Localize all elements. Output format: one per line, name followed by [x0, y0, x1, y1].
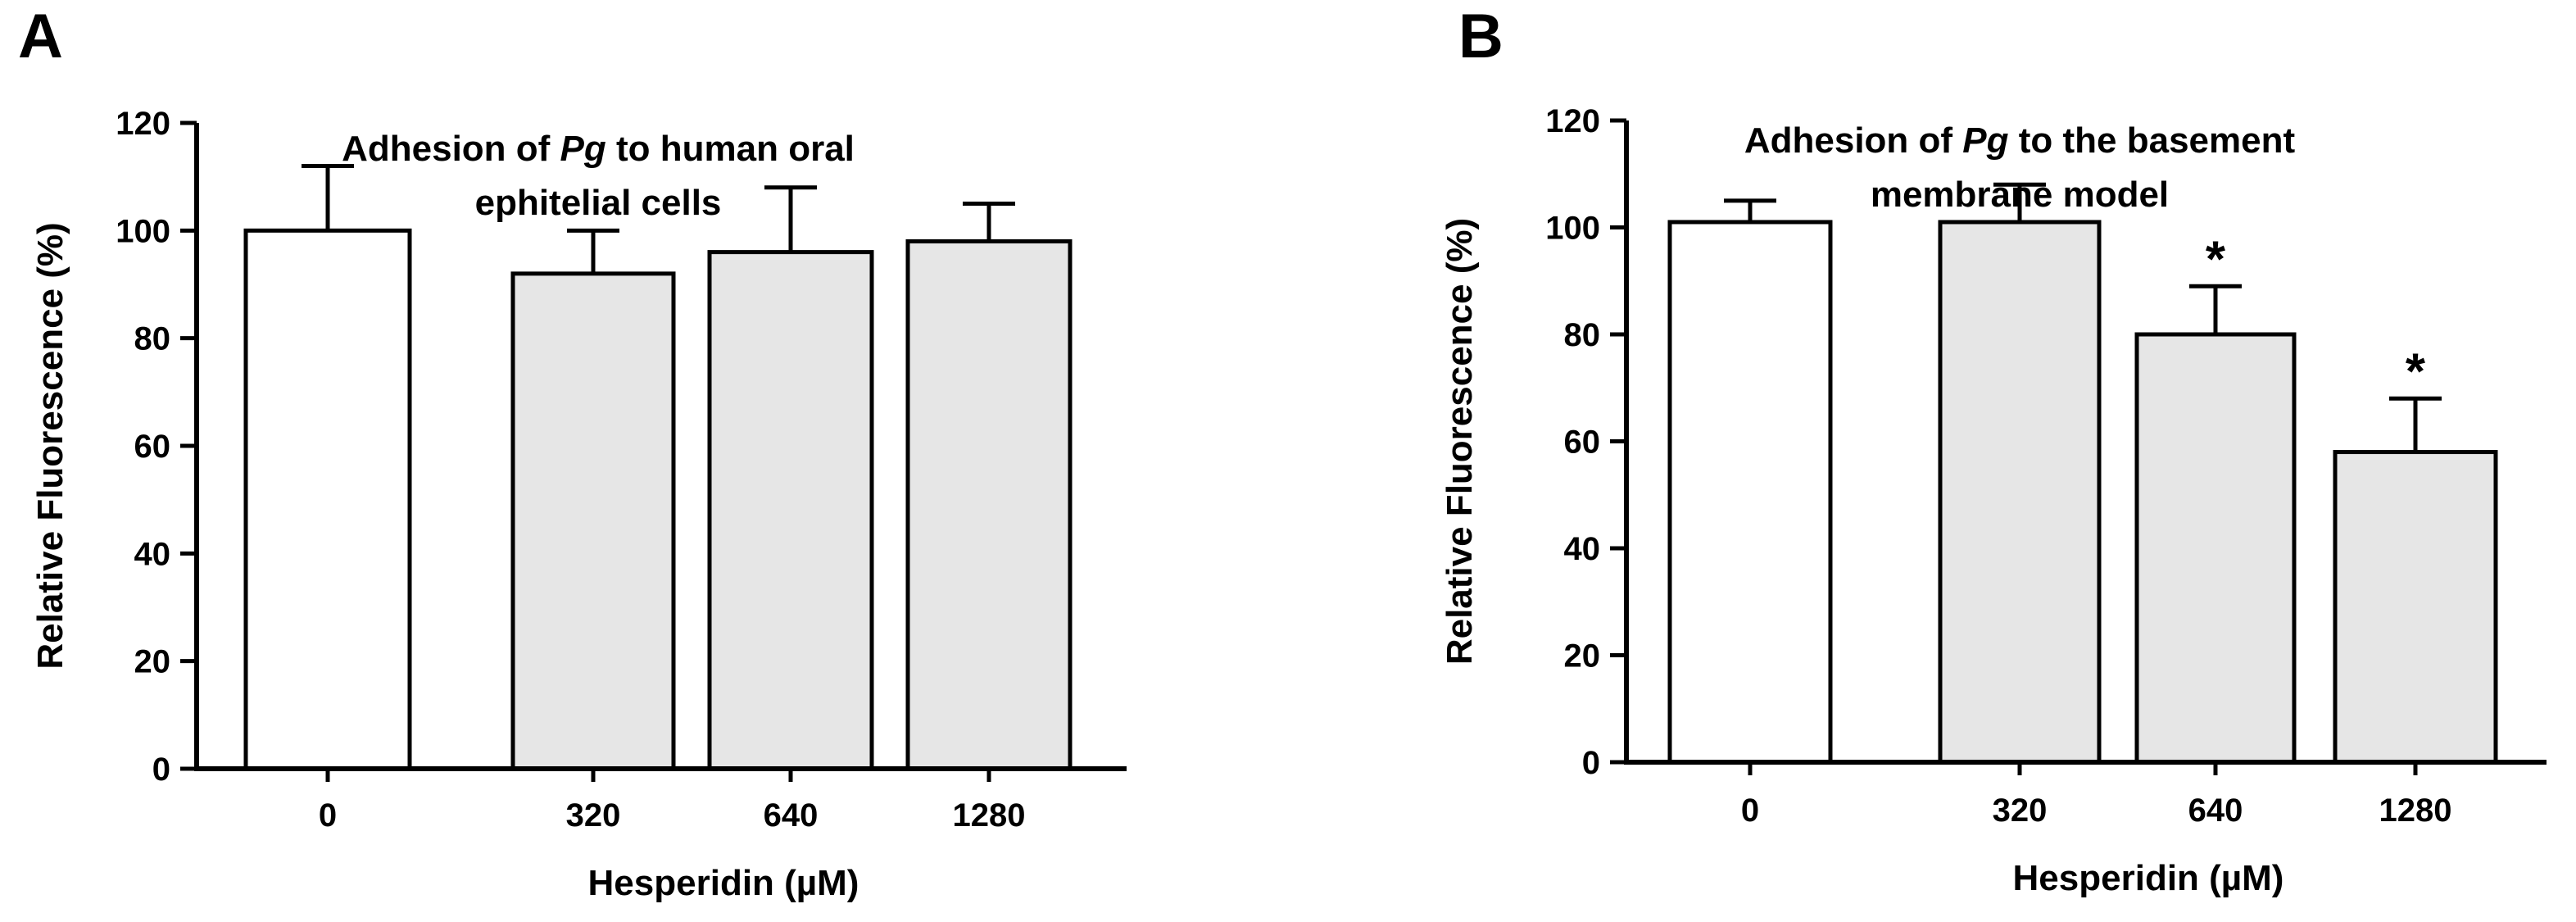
y-tick-label: 40	[1564, 531, 1601, 567]
y-tick-label: 120	[116, 106, 170, 142]
panel-letter: A	[18, 2, 63, 71]
y-tick-label: 60	[1564, 425, 1601, 461]
chart-panel-a: A Adhesion of Pg to human oral ephitelial …	[18, 2, 1127, 903]
y-tick-label: 40	[134, 536, 171, 572]
bar-1280	[2333, 450, 2498, 765]
x-tick-label: 320	[566, 797, 621, 833]
title-segment: to human oral	[606, 129, 855, 169]
bar-0	[243, 228, 412, 771]
significance-mark: *	[2406, 343, 2426, 400]
title-segment: Pg	[560, 129, 606, 169]
bar-640	[2134, 332, 2297, 765]
y-tick-label: 20	[134, 644, 171, 680]
x-axis-label: Hesperidin (µM)	[588, 863, 859, 903]
title-segment: Adhesion of	[342, 129, 560, 169]
y-tick-label: 20	[1564, 638, 1601, 674]
chart-title-line-1: Adhesion of Pg to human oral	[342, 129, 855, 169]
x-axis-label: Hesperidin (µM)	[2013, 858, 2284, 898]
y-tick-label: 0	[1582, 745, 1600, 781]
x-tick-label: 0	[1741, 793, 1759, 829]
x-tick-label: 640	[764, 797, 819, 833]
chart-title-line-2: ephitelial cells	[475, 183, 722, 223]
bar-320	[510, 271, 676, 771]
x-tick-label: 0	[319, 797, 337, 833]
chart-title-line-1: Adhesion of Pg to the basement	[1744, 120, 2296, 161]
y-axis-label: Relative Fluorescence (%)	[1440, 218, 1480, 665]
x-tick-label: 320	[1993, 793, 2048, 829]
bar-0	[1667, 220, 1833, 765]
y-tick-label: 80	[134, 321, 171, 357]
title-segment: Adhesion of	[1744, 120, 1962, 161]
title-segment: to the basement	[2009, 120, 2296, 161]
y-axis-label: Relative Fluorescence (%)	[30, 222, 70, 669]
y-tick-label: 100	[1545, 211, 1600, 247]
title-segment: Pg	[1962, 120, 2008, 161]
x-tick-label: 1280	[2379, 793, 2452, 829]
y-tick-label: 80	[1564, 317, 1601, 353]
y-tick-label: 100	[116, 213, 170, 249]
y-tick-label: 120	[1545, 103, 1600, 139]
x-tick-label: 1280	[953, 797, 1026, 833]
significance-mark: *	[2206, 231, 2226, 288]
y-tick-label: 0	[152, 752, 170, 788]
x-tick-label: 640	[2188, 793, 2243, 829]
panel-letter: B	[1458, 2, 1503, 71]
bar-1280	[905, 238, 1073, 771]
bar-640	[707, 250, 874, 771]
y-tick-label: 60	[134, 429, 171, 465]
bar-320	[1938, 220, 2102, 765]
